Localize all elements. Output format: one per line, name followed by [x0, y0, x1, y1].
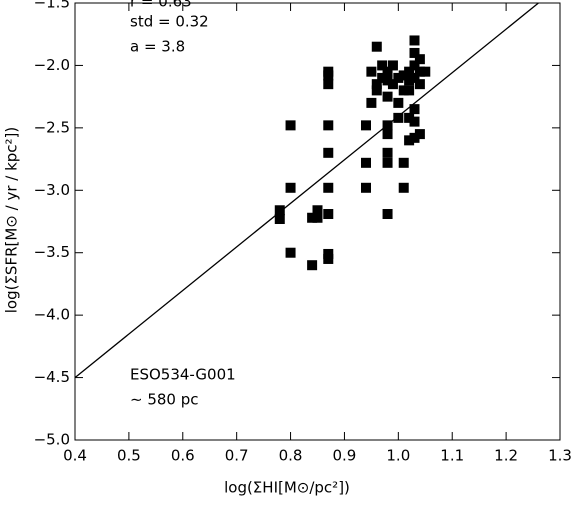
point [285, 247, 296, 258]
point [398, 70, 409, 81]
point [393, 97, 404, 108]
x-tick-label: 1.0 [386, 447, 410, 465]
point [361, 157, 371, 168]
point [393, 112, 404, 123]
point [382, 120, 393, 131]
annotation: ESO534-G001 [130, 366, 236, 384]
point [382, 91, 393, 102]
annotation: std = 0.32 [130, 13, 209, 31]
point [393, 72, 404, 83]
y-tick-label: −2.5 [34, 118, 70, 136]
point [409, 60, 420, 71]
point [323, 209, 334, 220]
point [398, 157, 409, 168]
x-tick-label: 1.2 [494, 447, 518, 465]
point [323, 147, 334, 158]
point [409, 116, 420, 127]
x-tick-label: 0.6 [171, 447, 195, 465]
point [414, 129, 425, 140]
point [420, 66, 431, 77]
x-tick-label: 0.8 [279, 447, 303, 465]
point [312, 205, 323, 216]
y-tick-label: −4.5 [34, 368, 70, 386]
point [382, 75, 393, 86]
plot-frame [74, 2, 561, 441]
point [312, 212, 323, 223]
annotation: ∼ 580 pc [130, 391, 199, 409]
point [361, 120, 371, 131]
point [404, 75, 415, 86]
point [382, 209, 393, 220]
y-tick-label: −5.0 [34, 431, 70, 449]
x-tick-label: 0.5 [117, 447, 141, 465]
point [361, 182, 371, 193]
point [323, 182, 334, 193]
point [404, 112, 415, 123]
fit-line [74, 2, 539, 379]
point [404, 135, 415, 146]
point [285, 182, 296, 193]
point [371, 85, 382, 96]
y-tick-label: −2.0 [34, 56, 70, 74]
point [414, 66, 425, 77]
x-tick-label: 1.3 [548, 447, 572, 465]
y-tick-label: −4.0 [34, 306, 70, 324]
point [323, 253, 334, 264]
x-tick-label: 0.4 [63, 447, 87, 465]
x-axis-label: log(ΣHI[M⊙/pc²]) [224, 479, 350, 497]
point [377, 72, 388, 83]
point [387, 60, 398, 71]
point [404, 66, 415, 77]
point [404, 85, 415, 96]
y-tick-label: −3.0 [34, 181, 70, 199]
point [285, 120, 296, 131]
point [382, 147, 393, 158]
point [377, 60, 388, 71]
point [274, 205, 285, 216]
point [387, 79, 398, 90]
point [382, 157, 393, 168]
annotation: r = 0.63 [130, 0, 192, 11]
point [398, 85, 409, 96]
point [382, 66, 393, 77]
point [274, 214, 285, 225]
x-tick-label: 0.9 [333, 447, 357, 465]
y-tick-label: −1.5 [34, 0, 70, 12]
point [409, 35, 420, 46]
point [414, 54, 425, 65]
point [371, 41, 382, 52]
point [366, 97, 377, 108]
x-tick-label: 0.7 [225, 447, 249, 465]
x-tick-label: 1.1 [440, 447, 464, 465]
point [409, 132, 420, 143]
point [323, 79, 334, 90]
point [409, 104, 420, 115]
point [323, 120, 334, 131]
point [366, 66, 377, 77]
point [307, 212, 318, 223]
point [382, 129, 393, 140]
point [398, 182, 409, 193]
point [409, 72, 420, 83]
y-tick-label: −3.5 [34, 243, 70, 261]
point [323, 70, 334, 81]
point [409, 47, 420, 58]
point [371, 79, 382, 90]
point [307, 260, 318, 271]
annotation: a = 3.8 [130, 38, 185, 56]
y-axis-label: log(ΣSFR[M⊙ / yr / kpc²]) [3, 127, 21, 314]
point [414, 79, 425, 90]
